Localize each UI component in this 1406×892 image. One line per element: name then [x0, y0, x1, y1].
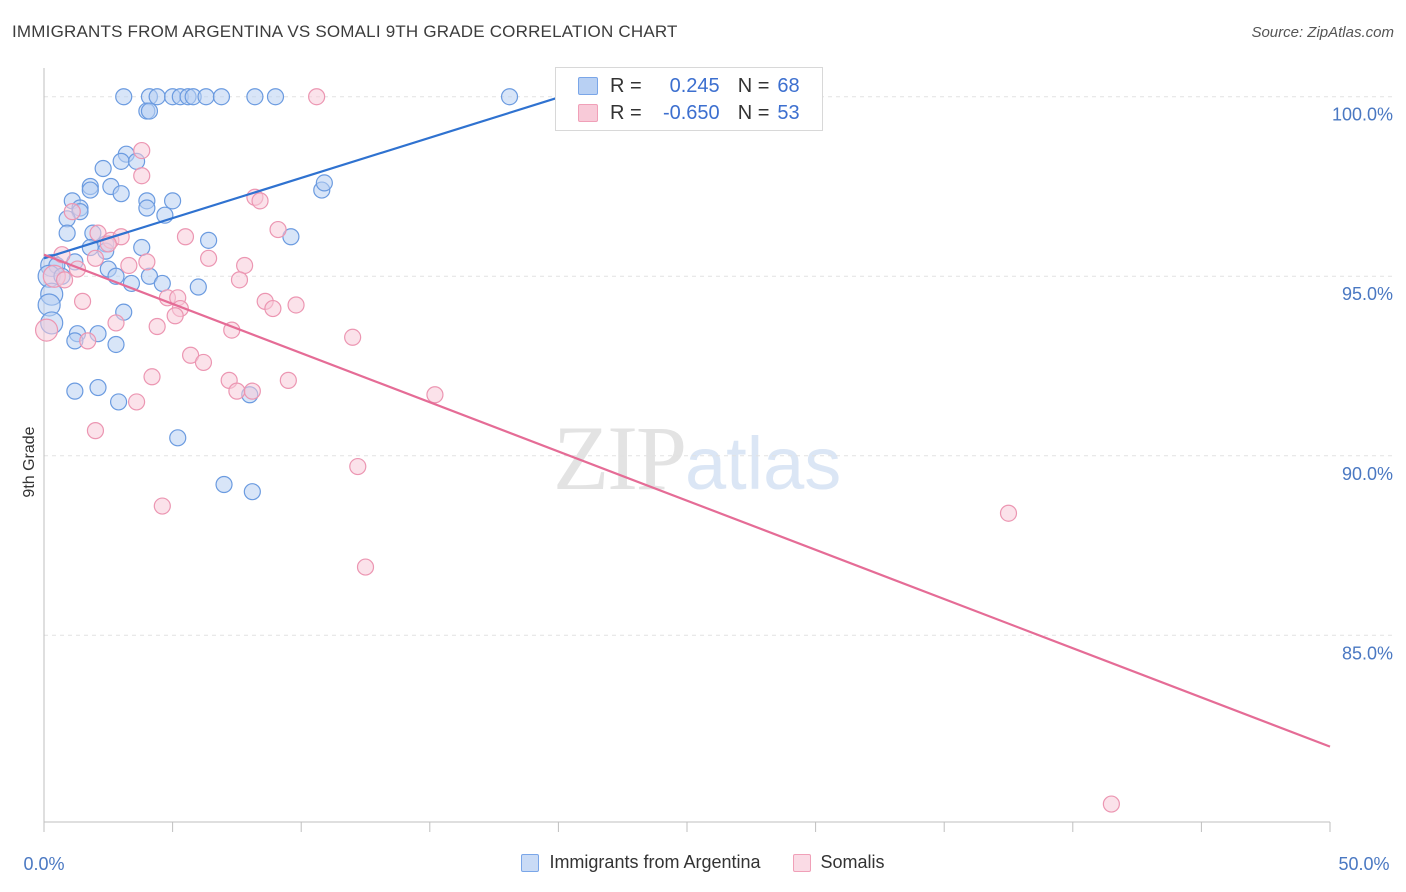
legend-row-somalis: R = -0.650 N = 53 [578, 100, 800, 126]
legend-swatch-somalis [578, 104, 598, 122]
argentina-point [115, 88, 133, 106]
argentina-point [200, 231, 218, 249]
legend-row-argentina: R = 0.245 N = 68 [578, 73, 800, 99]
argentina-point [266, 88, 285, 106]
stats-legend: R = 0.245 N = 68 R = -0.650 N = 53 [555, 67, 823, 131]
legend-swatch-argentina [578, 77, 598, 95]
somalis-point [176, 228, 195, 246]
somalis-point [194, 353, 213, 372]
argentina-point [138, 199, 156, 217]
somalis-point [86, 249, 105, 267]
somalis-point [153, 497, 171, 515]
argentina-point [140, 102, 159, 120]
somalis-point [34, 318, 59, 342]
somalis-point [133, 141, 151, 160]
argentina-point [164, 192, 182, 210]
somalis-point [107, 314, 125, 332]
somalis-point [73, 292, 92, 310]
argentina-point [66, 382, 84, 400]
somalis-point [86, 422, 105, 440]
somalis-point [426, 386, 444, 404]
legend-n-value: 68 [777, 74, 800, 97]
argentina-point [58, 224, 76, 242]
somalis-point [228, 382, 246, 400]
x-tick-label: 0.0% [23, 854, 64, 874]
x-tick-label: 50.0% [1338, 854, 1389, 874]
argentina-point [109, 393, 128, 411]
y-tick-label: 95.0% [1342, 284, 1393, 304]
argentina-point [169, 429, 187, 447]
watermark-atlas: atlas [685, 422, 842, 505]
somalis-point [349, 457, 367, 476]
somalis-point [120, 256, 138, 275]
legend-label-argentina: Immigrants from Argentina [549, 852, 761, 872]
somalis-point [251, 192, 269, 210]
argentina-point [89, 378, 107, 397]
source-label: Source: ZipAtlas.com [1251, 24, 1394, 41]
legend-n-label: N = [737, 101, 770, 124]
somalis-point [264, 299, 282, 318]
argentina-point [107, 335, 125, 354]
legend-r-value: -0.650 [662, 101, 720, 124]
somalis-point [127, 393, 146, 411]
somalis-point [143, 368, 161, 386]
somalis-point [55, 271, 74, 289]
y-axis-label: 9th Grade [21, 426, 38, 497]
somalis-point [79, 332, 97, 350]
argentina-point [94, 159, 112, 178]
legend-item-somalis[interactable]: Somalis [792, 852, 885, 873]
somalis-point [356, 558, 375, 576]
somalis-point [230, 271, 249, 289]
legend-item-argentina[interactable]: Immigrants from Argentina [521, 852, 761, 873]
argentina-point [215, 475, 233, 494]
somalis-point [999, 504, 1018, 522]
argentina-point [112, 185, 130, 203]
legend-swatch-somalis [792, 853, 811, 872]
somalis-point [243, 382, 261, 400]
somalis-point [166, 307, 184, 325]
argentina-point [81, 181, 99, 199]
y-tick-label: 100.0% [1332, 105, 1393, 125]
argentina-point [246, 88, 264, 106]
argentina-trend-line [43, 95, 562, 260]
somalis-point [236, 256, 254, 275]
argentina-point [500, 88, 519, 106]
argentina-point [243, 483, 261, 501]
y-tick-label: 85.0% [1342, 643, 1393, 663]
legend-n-value: 53 [777, 101, 800, 124]
argentina-point [197, 88, 215, 106]
argentina-point [212, 88, 231, 106]
legend-label-somalis: Somalis [820, 852, 885, 872]
argentina-point [153, 274, 171, 293]
somalis-point [269, 220, 287, 239]
somalis-point [138, 253, 156, 271]
somalis-point [287, 296, 305, 314]
argentina-point [282, 228, 300, 246]
argentina-point [133, 238, 151, 257]
legend-n-label: N = [737, 74, 770, 97]
argentina-point [315, 174, 333, 192]
argentina-point [112, 152, 130, 170]
somalis-point [148, 317, 166, 336]
somalis-point [200, 249, 218, 267]
somalis-point [182, 346, 200, 364]
legend-r-label: R = [610, 74, 642, 97]
somalis-point [133, 167, 151, 185]
somalis-point [1102, 795, 1120, 813]
somalis-point [63, 203, 81, 221]
somalis-trend-line [43, 253, 1331, 748]
series-legend: Immigrants from Argentina Somalis [0, 852, 1406, 873]
chart-title: IMMIGRANTS FROM ARGENTINA VS SOMALI 9TH … [12, 22, 678, 41]
y-tick-label: 90.0% [1342, 464, 1393, 484]
legend-swatch-argentina [521, 853, 540, 872]
somalis-point [279, 371, 297, 389]
argentina-point [148, 88, 166, 106]
somalis-point [344, 328, 362, 346]
somalis-point [308, 88, 326, 106]
argentina-point [189, 278, 207, 296]
legend-r-value: 0.245 [669, 74, 720, 97]
legend-r-label: R = [610, 101, 642, 124]
